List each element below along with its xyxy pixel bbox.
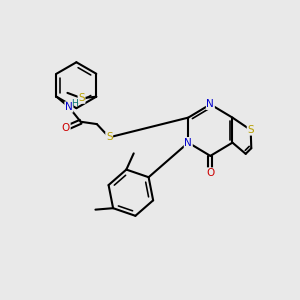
Text: O: O xyxy=(206,168,214,178)
Text: S: S xyxy=(106,132,112,142)
Text: S: S xyxy=(248,125,254,135)
Text: N: N xyxy=(65,102,73,112)
Text: N: N xyxy=(184,138,192,148)
Text: S: S xyxy=(78,93,85,103)
Text: N: N xyxy=(206,99,214,110)
Text: O: O xyxy=(62,123,70,133)
Text: H: H xyxy=(71,99,78,108)
